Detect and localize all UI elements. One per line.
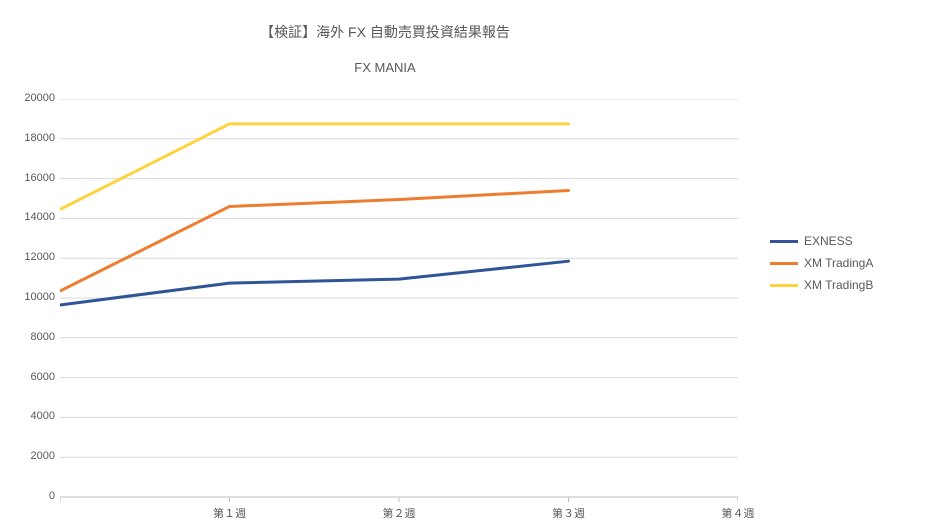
legend: EXNESS XM TradingA XM TradingB — [770, 230, 873, 296]
chart-subtitle: FX MANIA — [0, 60, 770, 75]
y-tick-label: 18000 — [10, 132, 55, 144]
plot-svg — [60, 99, 738, 503]
y-tick-label: 14000 — [10, 211, 55, 223]
x-tick-label: 第３週 — [539, 505, 599, 521]
y-tick-label: 2000 — [10, 450, 55, 462]
legend-item: XM TradingA — [770, 252, 873, 274]
series-line — [60, 191, 569, 291]
x-tick-label: 第４週 — [708, 505, 768, 521]
legend-swatch — [770, 240, 798, 243]
y-tick-label: 12000 — [10, 251, 55, 263]
y-tick-label: 8000 — [10, 331, 55, 343]
y-tick-label: 10000 — [10, 291, 55, 303]
legend-swatch — [770, 284, 798, 287]
y-tick-label: 20000 — [10, 92, 55, 104]
plot-area — [60, 99, 738, 497]
legend-item: EXNESS — [770, 230, 873, 252]
chart-container: 【検証】海外 FX 自動売買投資結果報告 FX MANIA 0 2000 4000 6… — [0, 0, 934, 532]
y-tick-label: 0 — [10, 490, 55, 502]
legend-item: XM TradingB — [770, 274, 873, 296]
y-tick-label: 4000 — [10, 410, 55, 422]
legend-swatch — [770, 262, 798, 265]
legend-label: XM TradingA — [804, 256, 873, 270]
series-line — [60, 124, 569, 210]
legend-label: EXNESS — [804, 234, 853, 248]
chart-title: 【検証】海外 FX 自動売買投資結果報告 — [0, 22, 770, 42]
x-tick-label: 第２週 — [369, 505, 429, 521]
y-tick-label: 16000 — [10, 172, 55, 184]
legend-label: XM TradingB — [804, 278, 873, 292]
y-tick-label: 6000 — [10, 371, 55, 383]
x-tick-label: 第１週 — [200, 505, 260, 521]
